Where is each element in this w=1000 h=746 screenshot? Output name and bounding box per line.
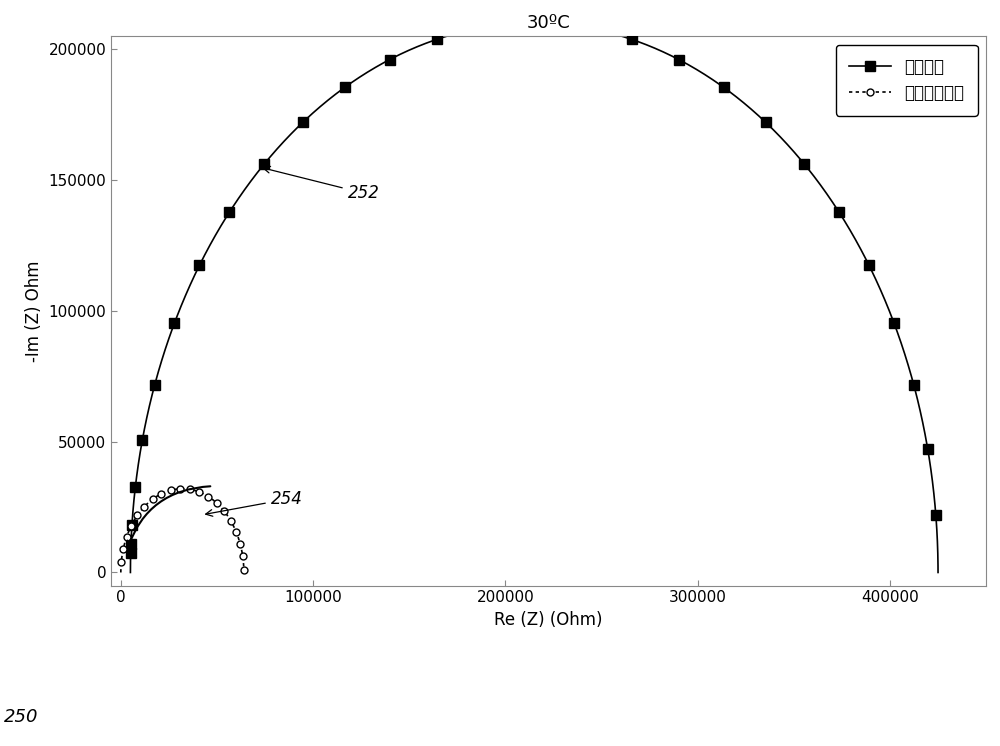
Text: 250: 250: [4, 709, 38, 727]
Text: 254: 254: [206, 490, 303, 516]
Y-axis label: -Im (Z) Ohm: -Im (Z) Ohm: [25, 260, 43, 362]
Legend: 干燥房间, 洸泡和漂洗的: 干燥房间, 洸泡和漂洗的: [836, 45, 978, 116]
Text: 252: 252: [263, 166, 380, 202]
Title: 30ºC: 30ºC: [527, 14, 571, 32]
X-axis label: Re (Z) (Ohm): Re (Z) (Ohm): [494, 611, 603, 629]
